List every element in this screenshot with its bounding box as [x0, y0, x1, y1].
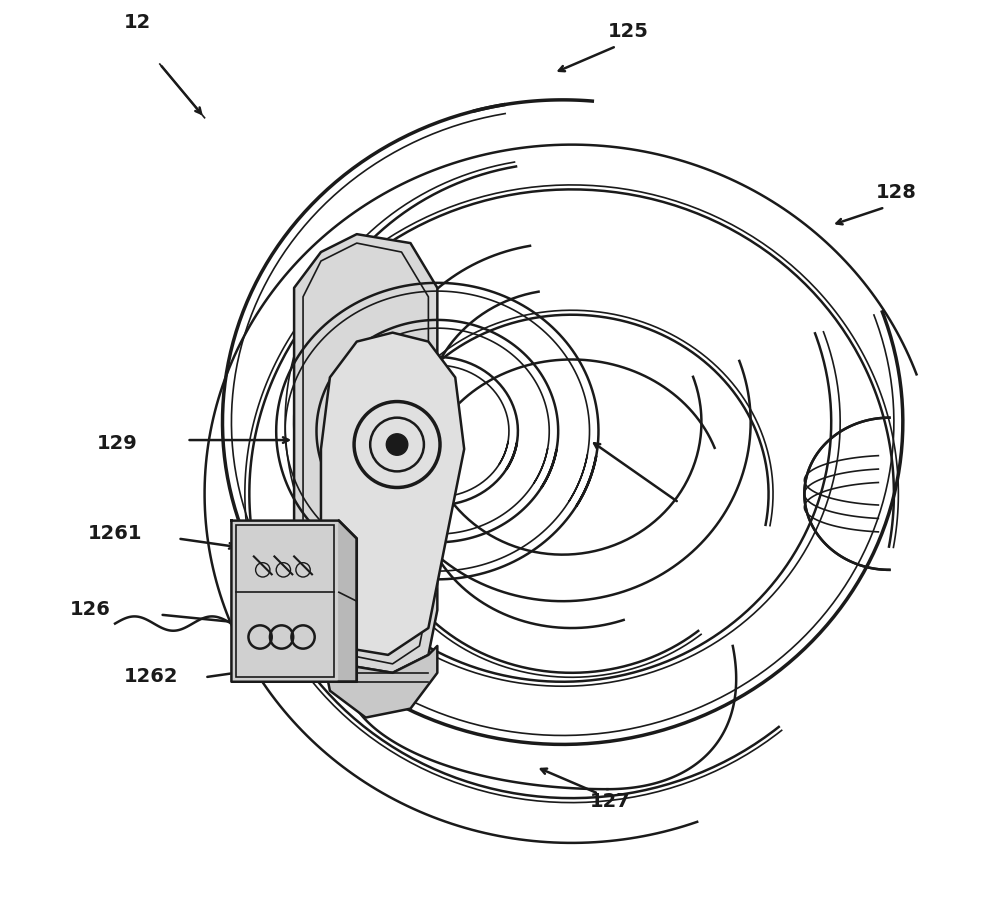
Circle shape [386, 434, 408, 455]
Text: 128: 128 [876, 183, 917, 202]
Text: 12: 12 [124, 13, 151, 32]
Polygon shape [339, 521, 357, 682]
Polygon shape [321, 332, 464, 655]
Text: 127: 127 [590, 792, 630, 811]
Text: 125: 125 [607, 22, 648, 41]
Polygon shape [321, 646, 437, 718]
Bar [236, 525, 334, 677]
Polygon shape [231, 521, 357, 682]
Text: 1261: 1261 [88, 524, 143, 542]
Text: 1262: 1262 [124, 666, 179, 686]
Polygon shape [294, 234, 437, 673]
Text: 129: 129 [97, 434, 138, 453]
Text: 126: 126 [70, 600, 111, 619]
